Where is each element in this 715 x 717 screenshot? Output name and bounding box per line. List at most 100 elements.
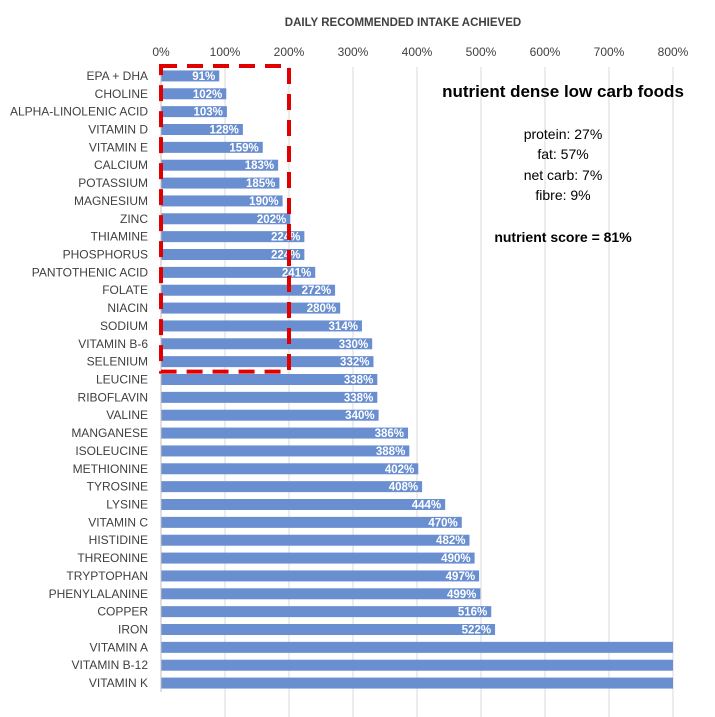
bar [161, 231, 305, 243]
bar [161, 195, 283, 207]
data-label: 91% [192, 71, 215, 83]
bar [161, 499, 446, 510]
data-label: 224% [271, 250, 300, 262]
data-label: 103% [193, 107, 222, 119]
x-tick-label: 200% [274, 45, 305, 59]
category-label: ZINC [120, 212, 148, 226]
category-labels: EPA + DHA CHOLINE ALPHA-LINOLENIC ACID VITA… [10, 69, 148, 690]
data-label: 470% [428, 517, 457, 529]
category-label: CALCIUM [94, 158, 148, 172]
category-label: NIACIN [107, 301, 148, 315]
bar [161, 70, 220, 82]
bar [161, 284, 336, 296]
annotation-net-carb: net carb: 7% [524, 167, 603, 183]
category-label: LEUCINE [96, 373, 148, 387]
bar [161, 249, 305, 260]
data-label: 499% [447, 589, 476, 601]
category-label: ALPHA-LINOLENIC ACID [10, 105, 148, 119]
data-label: 190% [249, 196, 278, 208]
bar [161, 606, 492, 618]
category-label: FOLATE [102, 283, 148, 297]
category-label: PHENYLALANINE [49, 587, 148, 601]
category-label: VITAMIN A [90, 640, 148, 654]
data-label: 482% [436, 535, 465, 547]
category-label: VITAMIN C [88, 515, 148, 529]
bar [161, 659, 673, 671]
category-label: CHOLINE [95, 87, 148, 101]
bar [161, 409, 379, 421]
data-label: 202% [257, 214, 286, 226]
category-label: SELENIUM [87, 355, 148, 369]
data-label: 280% [307, 303, 336, 315]
highlight-box [159, 64, 291, 374]
bar [161, 588, 481, 600]
data-label: 388% [376, 446, 405, 458]
bar [161, 570, 480, 582]
bar [161, 677, 673, 689]
bar [161, 356, 374, 368]
data-label: 224% [271, 232, 300, 244]
category-label: SODIUM [100, 319, 148, 333]
bar [161, 641, 673, 653]
category-label: PHOSPHORUS [63, 248, 148, 262]
bar [161, 516, 462, 528]
annotation-heading: nutrient dense low carb foods [442, 82, 684, 101]
category-label: VITAMIN B-12 [72, 658, 149, 672]
data-label: 402% [385, 464, 414, 476]
category-label: VITAMIN B-6 [78, 337, 148, 351]
annotation-nutrient-score: nutrient score = 81% [494, 229, 632, 245]
bar [161, 88, 227, 100]
bar [161, 266, 316, 278]
category-label: THIAMINE [91, 230, 148, 244]
category-label: COPPER [97, 605, 148, 619]
category-label: ISOLEUCINE [75, 444, 148, 458]
category-label: IRON [118, 623, 148, 637]
category-label: TYROSINE [87, 480, 148, 494]
bar [161, 320, 362, 332]
data-labels: 91% 102% 103% 128% 159% 183% 185% 190% 202% 224% 2… [192, 71, 491, 637]
data-label: 272% [302, 285, 331, 297]
category-label: PANTOTHENIC ACID [32, 265, 149, 279]
data-label: 183% [245, 160, 274, 172]
data-label: 338% [344, 392, 373, 404]
data-label: 522% [462, 625, 491, 637]
category-label: MAGNESIUM [74, 194, 148, 208]
category-label: POTASSIUM [78, 176, 148, 190]
x-tick-label: 300% [338, 45, 369, 59]
bar [161, 124, 243, 135]
bar [161, 159, 279, 171]
data-label: 386% [375, 428, 404, 440]
bar [161, 463, 419, 475]
data-label: 314% [329, 321, 358, 333]
category-label: THREONINE [77, 551, 148, 565]
bar [161, 338, 373, 350]
category-label: LYSINE [106, 498, 148, 512]
category-label: MANGANESE [71, 426, 148, 440]
category-label: VALINE [106, 408, 148, 422]
category-label: METHIONINE [73, 462, 148, 476]
bar [161, 391, 378, 403]
bar [161, 302, 341, 314]
annotation-fat: fat: 57% [537, 146, 588, 162]
data-label: 102% [193, 89, 222, 101]
data-label: 332% [340, 357, 369, 369]
bar [161, 445, 410, 457]
data-label: 340% [345, 410, 374, 422]
bar [161, 481, 423, 493]
bar [161, 177, 280, 189]
x-tick-label: 800% [658, 45, 689, 59]
category-label: HISTIDINE [89, 533, 148, 547]
bar [161, 552, 475, 564]
bar [161, 534, 470, 546]
bars [161, 70, 673, 689]
data-label: 241% [282, 267, 311, 279]
bar [161, 427, 409, 439]
x-tick-label: 0% [152, 45, 170, 59]
data-label: 330% [339, 339, 368, 351]
data-label: 185% [246, 178, 275, 190]
x-tick-label: 100% [210, 45, 241, 59]
data-label: 159% [229, 142, 258, 154]
data-label: 128% [209, 125, 238, 137]
category-label: VITAMIN D [88, 123, 148, 137]
